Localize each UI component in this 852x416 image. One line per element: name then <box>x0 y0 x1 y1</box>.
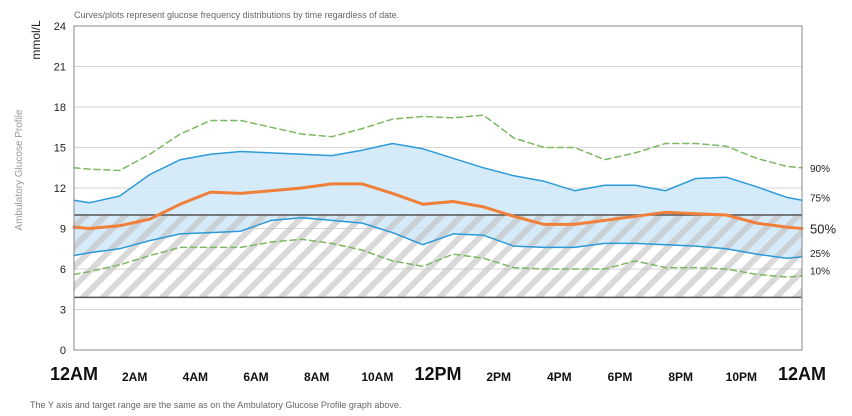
x-tick-label: 8AM <box>304 370 329 384</box>
y-tick-label: 15 <box>54 143 66 155</box>
series-line-25pct <box>73 216 803 259</box>
x-tick-label: 4PM <box>547 370 572 384</box>
target-range <box>74 215 802 298</box>
y-tick-label: 6 <box>60 264 66 276</box>
x-tick-label: 4AM <box>183 370 208 384</box>
series-line-50pct <box>72 182 804 230</box>
series-lines <box>72 114 804 278</box>
x-tick-label: 2PM <box>486 370 511 384</box>
x-tick-label: 10PM <box>726 370 757 384</box>
x-tick-label: 2AM <box>122 370 147 384</box>
side-label: Ambulatory Glucose Profile <box>14 109 25 231</box>
x-tick-label: 12AM <box>50 364 98 384</box>
x-tick-label: 8PM <box>668 370 693 384</box>
percentile-label-50pct: 50% <box>810 222 836 237</box>
x-tick-label: 6PM <box>608 370 633 384</box>
y-axis-label: mmol/L <box>29 20 43 60</box>
x-tick-label: 12AM <box>778 364 826 384</box>
plot-frame <box>73 25 803 351</box>
x-tick-label: 10AM <box>361 370 393 384</box>
percentile-label-75pct: 75% <box>810 193 830 204</box>
y-tick-label: 18 <box>54 102 66 114</box>
bottom-note: The Y axis and target range are the same… <box>30 400 401 410</box>
series-line-75pct <box>73 142 803 204</box>
percentile-label-25pct: 25% <box>810 249 830 260</box>
percentile-label-90pct: 90% <box>810 164 830 175</box>
y-tick-label: 24 <box>54 21 66 33</box>
y-tick-label: 0 <box>60 345 66 357</box>
y-ticks: 0 3 6 9 12 15 18 21 24 <box>54 21 66 357</box>
x-ticks: 12AM 2AM 4AM 6AM 8AM 10AM 12PM 2PM 4PM 6PM 8PM 10PM… <box>50 364 826 384</box>
top-note: Curves/plots represent glucose frequency… <box>74 10 399 20</box>
x-tick-label: 6AM <box>243 370 268 384</box>
percentile-labels: 90% 75% 50% 25% 10% <box>810 164 836 278</box>
y-tick-label: 12 <box>54 183 66 195</box>
series-line-90pct <box>73 114 803 172</box>
y-tick-label: 21 <box>54 62 66 74</box>
x-tick-label: 12PM <box>414 364 461 384</box>
percentile-label-10pct: 10% <box>810 266 830 277</box>
series-line-10pct <box>73 238 803 278</box>
y-tick-label: 9 <box>60 224 66 236</box>
y-tick-label: 3 <box>60 305 66 317</box>
